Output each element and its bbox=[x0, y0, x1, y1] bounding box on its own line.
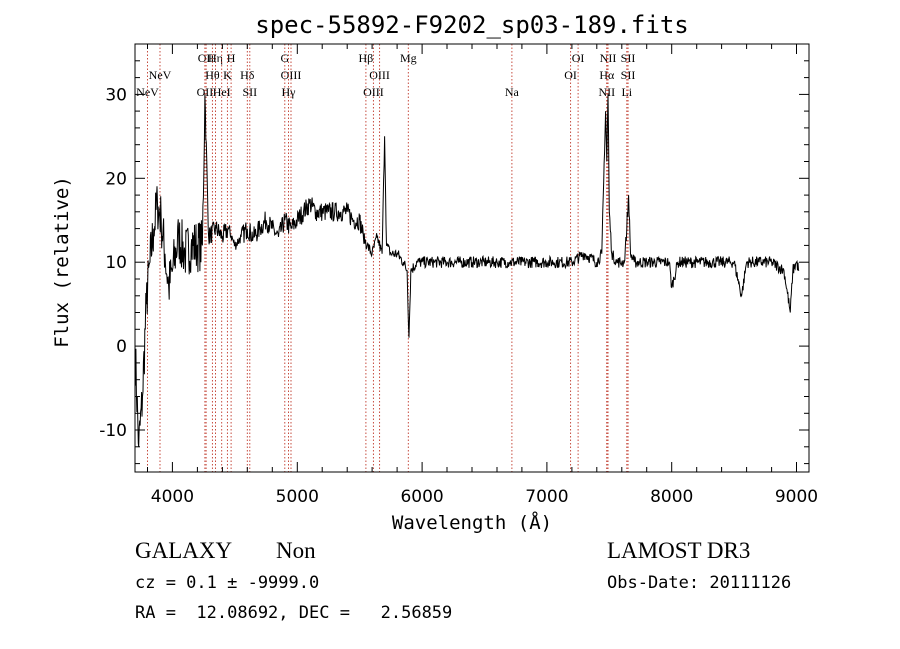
spectral-line-label: HeI bbox=[213, 85, 231, 99]
y-axis-ticks: -10 0 10 20 30 bbox=[99, 43, 809, 465]
chart-title: spec-55892-F9202_sp03-189.fits bbox=[255, 11, 688, 39]
spectral-line-label: SII bbox=[242, 85, 257, 99]
y-tick-label: 10 bbox=[105, 253, 127, 273]
spectral-line-label: Hη bbox=[208, 51, 223, 65]
y-axis-label: Flux (relative) bbox=[51, 176, 73, 348]
spectral-line-label: NeV bbox=[149, 68, 172, 82]
spectral-line-label: OIII bbox=[369, 68, 390, 82]
y-tick-label: 30 bbox=[105, 85, 127, 105]
spectral-line-label: Hγ bbox=[282, 85, 297, 99]
spectral-line-label: Mg bbox=[400, 51, 417, 65]
spectral-line-label: Hθ bbox=[205, 68, 220, 82]
object-class-label: GALAXY bbox=[135, 538, 233, 563]
x-tick-label: 5000 bbox=[276, 487, 319, 507]
spectral-line-label: OII bbox=[198, 51, 215, 65]
y-tick-label: -10 bbox=[99, 421, 127, 441]
redshift-readout: cz = 0.1 ± -9999.0 bbox=[135, 573, 320, 593]
spectral-line-label: SII bbox=[621, 68, 636, 82]
spectral-line-label: H bbox=[227, 51, 236, 65]
spectral-line-label: OII bbox=[197, 85, 214, 99]
spectral-line-label: OI bbox=[564, 68, 577, 82]
x-tick-label: 7000 bbox=[525, 487, 568, 507]
spectral-line-label: Li bbox=[621, 85, 632, 99]
y-tick-label: 0 bbox=[116, 337, 127, 357]
x-tick-label: 4000 bbox=[151, 487, 194, 507]
x-axis-ticks: 4000 5000 6000 7000 8000 9000 bbox=[147, 44, 818, 507]
plot-frame bbox=[134, 43, 810, 473]
x-tick-label: 9000 bbox=[775, 487, 818, 507]
spectral-line-label: G bbox=[280, 51, 289, 65]
survey-label: LAMOST DR3 bbox=[607, 538, 751, 563]
x-axis-label: Wavelength (Å) bbox=[392, 511, 552, 534]
spectral-line-label: OIII bbox=[363, 85, 384, 99]
x-tick-label: 6000 bbox=[400, 487, 443, 507]
observation-date: Obs-Date: 20111126 bbox=[607, 573, 792, 593]
y-tick-label: 20 bbox=[105, 169, 127, 189]
spectrum-series-line bbox=[134, 94, 800, 447]
spectral-line-label: Na bbox=[505, 85, 520, 99]
spectral-line-label: NeV bbox=[136, 85, 159, 99]
object-subclass-label: Non bbox=[276, 538, 316, 563]
ra-dec-readout: RA = 12.08692, DEC = 2.56859 bbox=[135, 603, 453, 623]
spectral-line-label: OIII bbox=[281, 68, 302, 82]
spectral-line-label: Hδ bbox=[240, 68, 255, 82]
x-tick-label: 8000 bbox=[650, 487, 693, 507]
spectral-line-label: Hβ bbox=[359, 51, 374, 65]
spectral-line-label: NII bbox=[598, 85, 615, 99]
spectral-line-label: Hα bbox=[599, 68, 615, 82]
spectral-line-label: K bbox=[223, 68, 232, 82]
spectral-line-label: NII bbox=[600, 51, 617, 65]
spectral-line-label: OI bbox=[572, 51, 585, 65]
